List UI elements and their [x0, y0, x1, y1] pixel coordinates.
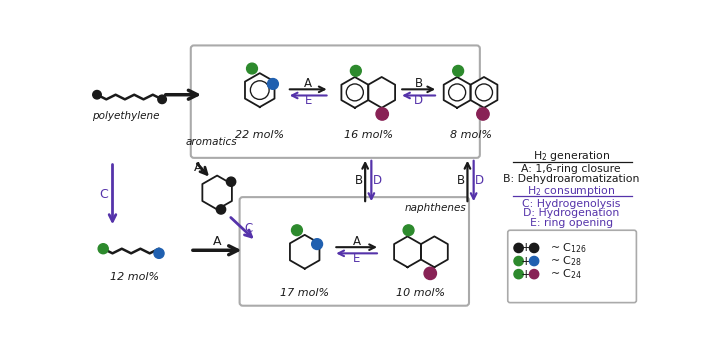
Polygon shape	[443, 77, 471, 108]
Text: D: D	[373, 174, 382, 187]
Circle shape	[514, 269, 523, 279]
Polygon shape	[368, 77, 395, 108]
Circle shape	[530, 269, 539, 279]
Circle shape	[226, 177, 236, 186]
Text: B: Dehydroaromatization: B: Dehydroaromatization	[503, 174, 640, 184]
Text: C: Hydrogenolysis: C: Hydrogenolysis	[522, 199, 620, 209]
Text: +: +	[521, 255, 532, 268]
Text: A: A	[304, 77, 312, 90]
Text: aromatics: aromatics	[186, 137, 238, 148]
Circle shape	[246, 63, 258, 74]
Text: E: E	[353, 252, 361, 265]
Text: naphthenes: naphthenes	[405, 203, 466, 213]
Circle shape	[154, 248, 164, 258]
Circle shape	[312, 239, 323, 250]
Circle shape	[514, 243, 523, 252]
Polygon shape	[245, 73, 274, 107]
Circle shape	[351, 65, 361, 76]
Circle shape	[453, 65, 463, 76]
Text: B: B	[355, 174, 363, 187]
Text: E: E	[304, 94, 312, 107]
Text: 17 mol%: 17 mol%	[280, 288, 329, 298]
Text: A: A	[193, 161, 202, 174]
Text: ~ C$_{24}$: ~ C$_{24}$	[543, 267, 583, 281]
Text: B: B	[415, 77, 423, 90]
FancyBboxPatch shape	[240, 197, 469, 306]
Text: A: A	[213, 234, 221, 247]
FancyBboxPatch shape	[508, 230, 636, 303]
Text: ~ C$_{126}$: ~ C$_{126}$	[543, 241, 588, 255]
Text: +: +	[521, 268, 532, 281]
Polygon shape	[394, 237, 421, 267]
Circle shape	[376, 108, 388, 120]
Text: 16 mol%: 16 mol%	[343, 130, 393, 140]
Circle shape	[93, 90, 101, 99]
Text: ~ C$_{28}$: ~ C$_{28}$	[543, 254, 583, 268]
Circle shape	[424, 267, 436, 280]
Circle shape	[403, 225, 414, 236]
Text: E: ring opening: E: ring opening	[530, 217, 613, 228]
Text: H$_2$ consumption: H$_2$ consumption	[527, 184, 615, 198]
Text: 22 mol%: 22 mol%	[235, 130, 284, 140]
Text: +: +	[521, 241, 532, 255]
FancyBboxPatch shape	[191, 46, 480, 158]
Text: 10 mol%: 10 mol%	[396, 288, 446, 298]
Text: 12 mol%: 12 mol%	[110, 272, 159, 282]
Circle shape	[530, 243, 539, 252]
Text: B: B	[457, 174, 466, 187]
Circle shape	[98, 244, 109, 254]
Circle shape	[514, 256, 523, 266]
Text: H$_2$ generation: H$_2$ generation	[533, 149, 610, 163]
Polygon shape	[290, 235, 319, 269]
Text: D: D	[414, 94, 423, 107]
Text: D: D	[476, 174, 484, 187]
Circle shape	[530, 256, 539, 266]
Text: C: C	[99, 187, 108, 201]
Text: A: A	[353, 235, 361, 248]
Circle shape	[268, 79, 278, 89]
Circle shape	[158, 95, 166, 103]
Polygon shape	[341, 77, 368, 108]
Polygon shape	[471, 77, 498, 108]
Text: 8 mol%: 8 mol%	[450, 130, 491, 140]
Text: D: Hydrogenation: D: Hydrogenation	[523, 208, 620, 218]
Polygon shape	[421, 237, 448, 267]
Circle shape	[216, 205, 226, 214]
Text: A: 1,6-ring closure: A: 1,6-ring closure	[521, 164, 621, 174]
Circle shape	[477, 108, 489, 120]
Polygon shape	[202, 175, 232, 209]
Text: polyethylene: polyethylene	[92, 110, 159, 120]
Text: C: C	[244, 222, 252, 235]
Circle shape	[291, 225, 302, 236]
